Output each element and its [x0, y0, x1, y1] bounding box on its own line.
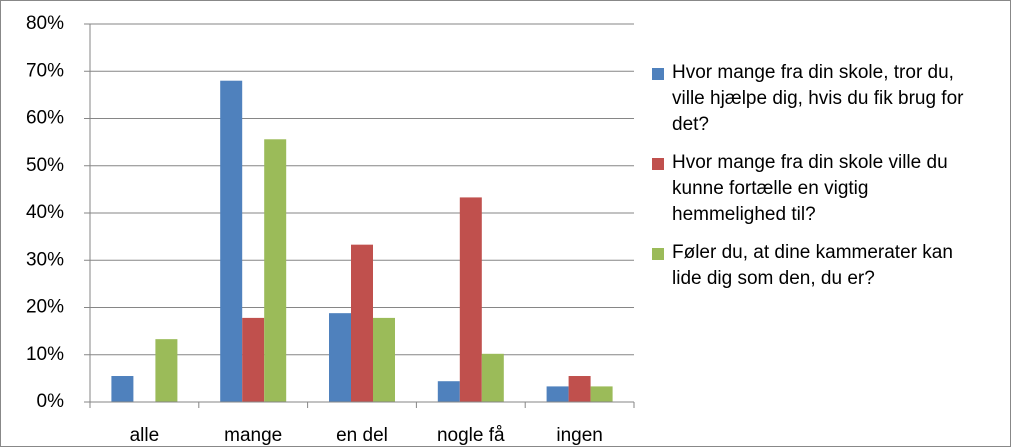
x-tick-label: alle [130, 425, 160, 446]
bar [373, 317, 395, 402]
x-tick-label: nogle få [437, 425, 505, 446]
legend-swatch [652, 158, 664, 170]
bar [590, 386, 613, 402]
legend-item: Føler du, at dine kammerater kan lide di… [652, 240, 982, 292]
legend-label: Føler du, at dine kammerater kan lide di… [672, 242, 953, 289]
bar [220, 80, 243, 402]
x-tick-label: en del [336, 425, 388, 446]
bar [546, 386, 569, 402]
legend-label: Hvor mange fra din skole ville du kunne … [672, 152, 948, 225]
x-tick-label: mange [224, 425, 282, 446]
bar [351, 244, 373, 402]
legend: Hvor mange fra din skole, tror du, ville… [652, 60, 997, 304]
bar [264, 139, 287, 403]
legend-swatch [652, 68, 664, 80]
bar [329, 313, 351, 402]
y-tick-label: 0% [37, 391, 65, 412]
y-tick-label: 30% [26, 249, 64, 270]
y-tick-label: 10% [26, 344, 64, 365]
bar [481, 353, 504, 402]
y-tick-label: 50% [26, 155, 64, 176]
bar [111, 376, 134, 402]
legend-label: Hvor mange fra din skole, tror du, ville… [672, 62, 964, 135]
legend-item: Hvor mange fra din skole ville du kunne … [652, 150, 982, 228]
y-tick-label: 20% [26, 297, 64, 318]
bar [568, 376, 591, 402]
bar [155, 339, 178, 402]
bar [242, 317, 265, 402]
x-tick-label: ingen [556, 425, 603, 446]
y-tick-label: 80% [26, 13, 64, 34]
bar [437, 381, 460, 402]
y-tick-label: 70% [26, 60, 64, 81]
bar [459, 197, 482, 402]
legend-item: Hvor mange fra din skole, tror du, ville… [652, 60, 982, 138]
legend-swatch [652, 248, 664, 260]
y-tick-label: 60% [26, 108, 64, 129]
y-tick-label: 40% [26, 202, 64, 223]
